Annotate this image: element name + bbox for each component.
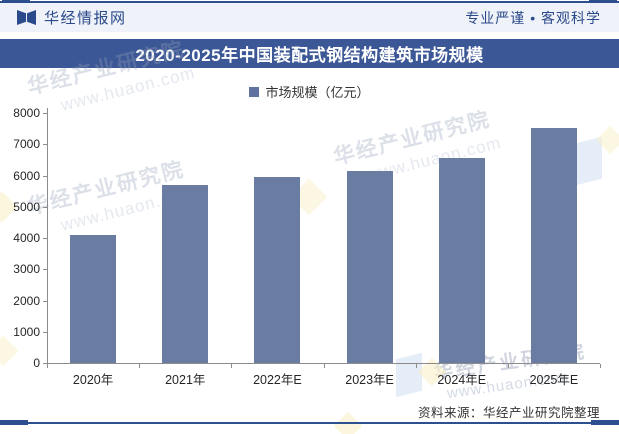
x-axis-tick <box>508 364 509 368</box>
y-axis-tick-label: 7000 <box>13 137 40 152</box>
y-axis-tick-label: 4000 <box>13 231 40 245</box>
bar-2020年 <box>70 234 117 363</box>
x-axis-tick-label: 2023年E <box>345 373 394 387</box>
x-axis-tick-label: 2020年 <box>72 373 114 387</box>
open-book-logo-icon <box>16 9 37 26</box>
bottom-border-line <box>0 422 619 424</box>
y-axis-tick <box>43 144 47 145</box>
legend-label: 市场规模（亿元） <box>265 85 370 100</box>
header-slogan: 专业严谨 • 客观科学 <box>465 9 601 26</box>
top-border-line <box>0 1 619 3</box>
y-axis-tick <box>43 332 47 333</box>
x-axis-tick-label: 2021年 <box>165 373 206 387</box>
bar-2022年E <box>254 177 301 363</box>
y-axis-tick-label: 5000 <box>13 199 40 214</box>
y-axis-tick-label: 8000 <box>13 106 40 120</box>
bottom-border-cap-right <box>591 420 619 425</box>
y-axis-tick <box>43 176 47 177</box>
bar-2021年 <box>162 184 209 363</box>
y-axis-tick <box>43 363 47 364</box>
x-axis-tick <box>47 364 48 368</box>
y-axis-tick <box>43 113 47 114</box>
bar-2025年E <box>530 128 577 363</box>
brand: 华经情报网 <box>16 7 127 28</box>
bar-2023年E <box>346 170 393 363</box>
x-axis-tick <box>139 364 140 368</box>
y-axis-tick <box>43 301 47 302</box>
bottom-border-cap-left <box>0 420 28 425</box>
x-axis-line <box>47 363 600 364</box>
x-axis-tick <box>416 364 417 368</box>
legend-swatch <box>249 86 260 97</box>
y-axis-tick-label: 2000 <box>13 293 40 308</box>
x-axis-tick-label: 2022年E <box>253 373 302 387</box>
y-axis-tick <box>43 269 47 270</box>
brand-name: 华经情报网 <box>44 10 127 27</box>
site-header: 华经情报网 专业严谨 • 客观科学 <box>0 3 619 32</box>
x-axis-tick-label: 2025年E <box>529 373 579 387</box>
chart-legend: 市场规模（亿元） <box>0 82 619 101</box>
plot-area <box>47 113 600 363</box>
y-axis-tick-label: 6000 <box>13 168 40 183</box>
y-axis-tick-label: 3000 <box>13 262 40 277</box>
y-axis-line <box>47 108 48 363</box>
x-axis-tick <box>324 364 325 368</box>
chart-title: 2020-2025年中国装配式钢结构建筑市场规模 <box>135 46 484 65</box>
source-note: 资料来源：华经产业研究院整理 <box>417 406 600 420</box>
y-axis-tick-label: 0 <box>33 356 40 370</box>
x-axis-tick <box>600 364 601 368</box>
y-axis-tick <box>43 238 47 239</box>
bar-2024年E <box>438 158 485 363</box>
y-axis-tick <box>43 207 47 208</box>
chart-title-banner: 2020-2025年中国装配式钢结构建筑市场规模 <box>0 39 619 68</box>
y-axis-tick-label: 1000 <box>13 324 40 339</box>
top-border-cap-left <box>2 0 30 5</box>
x-axis-tick <box>231 364 232 368</box>
x-axis-tick-label: 2024年E <box>437 373 487 387</box>
top-border-cap-right <box>589 0 617 5</box>
